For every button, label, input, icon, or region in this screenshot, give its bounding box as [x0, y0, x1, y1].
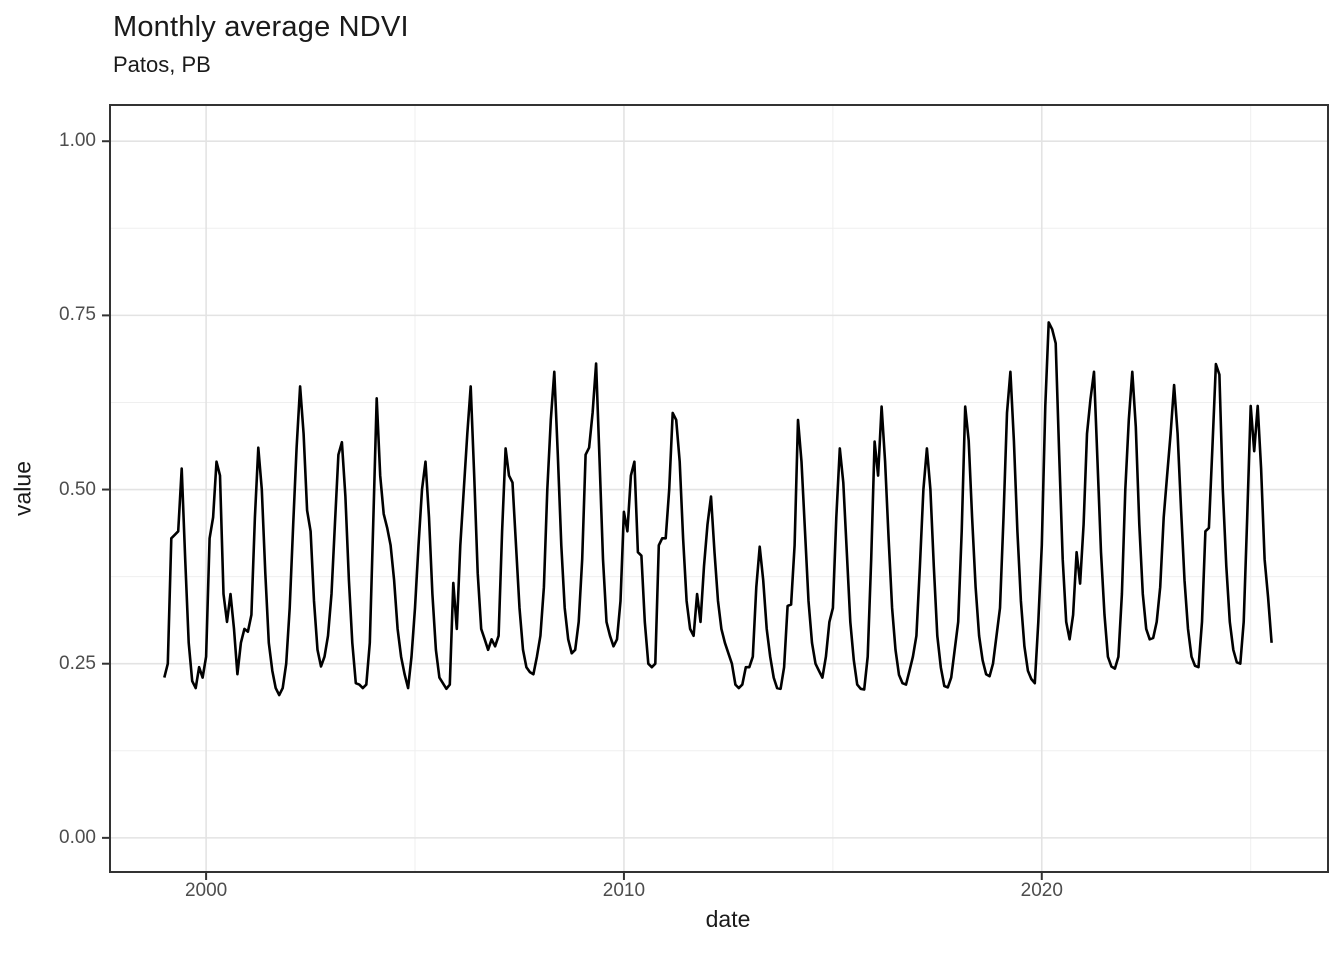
y-tick-label: 0.75	[59, 304, 96, 326]
x-tick-label: 2010	[602, 880, 646, 901]
chart-subtitle: Patos, PB	[113, 52, 211, 77]
ndvi-line-series	[163, 321, 1273, 697]
y-tick-label: 1.00	[59, 130, 96, 152]
x-axis-title: date	[705, 906, 751, 932]
panel-border	[109, 104, 1329, 873]
y-tick-label: 0.00	[59, 826, 96, 848]
chart-title: Monthly average NDVI	[113, 11, 409, 43]
y-tick-label: 0.25	[59, 652, 96, 674]
x-tick-label: 2020	[1020, 880, 1063, 901]
x-tick-label: 2000	[184, 880, 228, 901]
y-tick-label: 0.50	[59, 478, 96, 500]
